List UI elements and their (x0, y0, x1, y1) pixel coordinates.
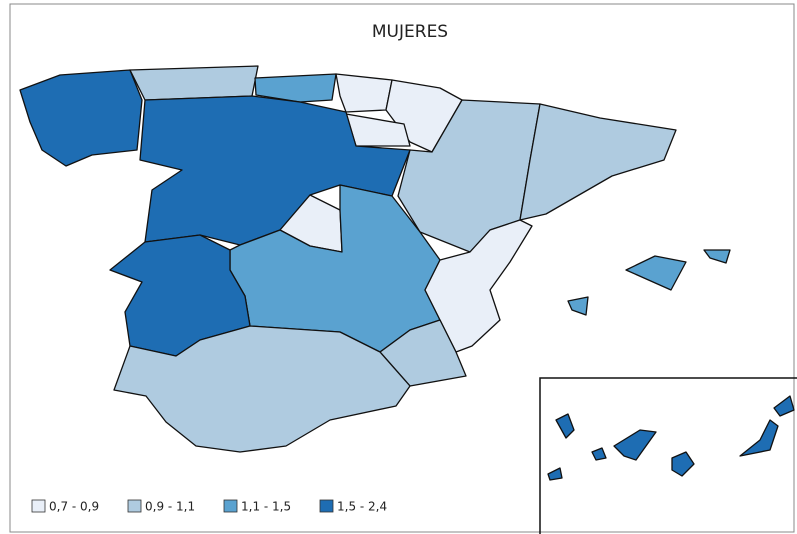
region (591, 447, 607, 461)
region (547, 467, 563, 481)
region (555, 413, 575, 439)
legend-label: 1,5 - 2,4 (337, 500, 387, 514)
region (613, 429, 657, 461)
canary-islands (547, 395, 795, 481)
region (625, 255, 687, 291)
region (567, 296, 589, 316)
legend-swatch (223, 499, 238, 513)
region (19, 69, 143, 167)
legend-label: 0,9 - 1,1 (145, 500, 195, 514)
region (739, 419, 779, 457)
region (424, 219, 533, 353)
region (773, 395, 795, 417)
legend-swatch (127, 499, 142, 513)
legend-swatch (319, 499, 334, 513)
region (113, 325, 411, 453)
map-title: MUJERES (372, 22, 448, 42)
region (703, 249, 731, 264)
legend-label: 0,7 - 0,9 (49, 500, 99, 514)
inset-frame (539, 377, 797, 534)
region (254, 73, 337, 103)
region (335, 73, 393, 113)
region (129, 65, 259, 101)
region (671, 451, 695, 477)
legend: 0,7 - 0,9 0,9 - 1,1 1,1 - 1,5 1,5 - 2,4 (31, 499, 387, 514)
regions (19, 65, 731, 453)
legend-swatch (31, 499, 46, 513)
region (519, 103, 677, 221)
legend-label: 1,1 - 1,5 (241, 500, 291, 514)
